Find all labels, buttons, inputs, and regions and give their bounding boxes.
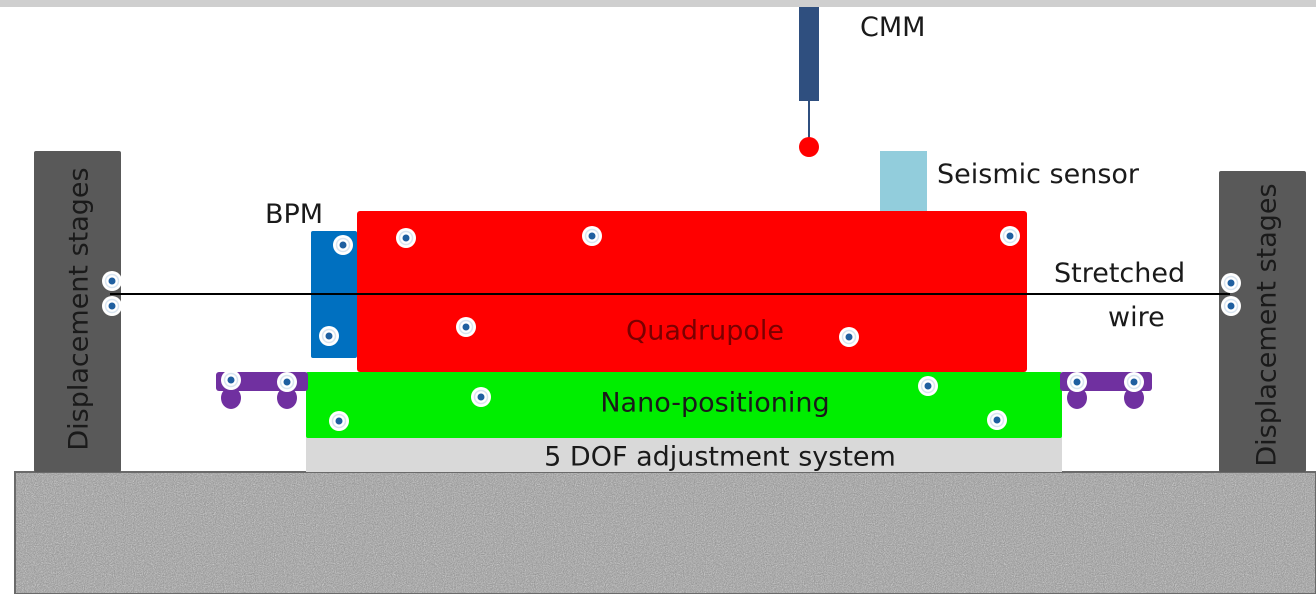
nano-positioning-label: Nano-positioning: [600, 387, 830, 419]
displacement-stages-left-label: Displacement stages: [63, 167, 95, 451]
cmm-tip: [799, 137, 819, 157]
fiducial-marker: [396, 228, 416, 248]
fiducial-marker: [1067, 372, 1087, 392]
stretched-wire-label-line2: wire: [1108, 302, 1165, 333]
fiducial-marker: [471, 387, 491, 407]
top-border: [0, 0, 1316, 7]
fiducial-marker: [1124, 372, 1144, 392]
stretched-wire-label-line1: Stretched: [1054, 258, 1186, 289]
fiducial-marker: [221, 370, 241, 390]
fiducial-marker: [918, 376, 938, 396]
bpm-label: BPM: [265, 199, 324, 230]
fiducial-marker: [1221, 273, 1241, 293]
quadrupole-label: Quadrupole: [625, 315, 785, 347]
fiducial-marker: [582, 226, 602, 246]
fiducial-marker: [333, 235, 353, 255]
fiducial-markers: [102, 226, 1241, 431]
adjustment-system-block: [306, 437, 1062, 472]
cmm-probe: [799, 7, 819, 157]
fiducial-marker: [987, 410, 1007, 430]
nano-positioning-block: [306, 372, 1062, 438]
displacement-stage-left: [34, 151, 121, 472]
fiducial-marker: [1221, 296, 1241, 316]
displacement-stages-right-label: Displacement stages: [1251, 183, 1283, 467]
fiducial-marker: [1000, 226, 1020, 246]
fiducial-marker: [839, 327, 859, 347]
fiducial-marker: [102, 271, 122, 291]
fiducial-marker: [329, 411, 349, 431]
displacement-stage-right: [1219, 171, 1306, 472]
quadrupole-block: [357, 211, 1027, 372]
cmm-label: CMM: [860, 12, 926, 43]
seismic-sensor-block: [880, 151, 927, 211]
fiducial-marker: [456, 317, 476, 337]
adjustment-system-label: 5 DOF adjustment system: [544, 441, 896, 473]
seismic-sensor-label: Seismic sensor: [937, 159, 1140, 190]
fiducial-marker: [319, 326, 339, 346]
granite-floor: [14, 471, 1316, 594]
fiducial-marker: [277, 372, 297, 392]
fiducial-marker: [102, 296, 122, 316]
